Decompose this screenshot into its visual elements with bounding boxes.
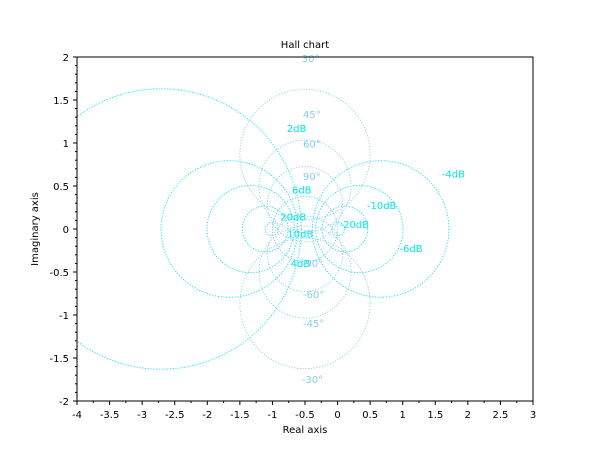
magnitude-curve <box>315 184 404 274</box>
phase-curve <box>271 195 339 263</box>
x-tick-label: 3 <box>530 410 536 421</box>
y-tick-label: -2 <box>59 397 69 408</box>
phase-label: -45° <box>303 319 324 330</box>
x-axis-title: Real axis <box>283 425 328 436</box>
y-tick-label: 1 <box>63 139 69 150</box>
magnitude-curve <box>160 160 299 298</box>
x-tick-label: 1 <box>400 410 406 421</box>
magnitude-label: 2dB <box>287 124 307 135</box>
magnitude-curve <box>331 221 346 237</box>
y-tick-label: 1.5 <box>53 96 69 107</box>
x-tick-label: -0.5 <box>295 410 315 421</box>
magnitude-curve <box>77 88 302 370</box>
phase-curve <box>266 215 344 292</box>
magnitude-label: -6dB <box>399 244 422 255</box>
x-axis: -4 -3.5 -3 -2.5 -2 -1.5 -1 -0.5 0 0.5 1 1.5 2 2.5 3 <box>72 401 536 421</box>
y-axis: -2 -1.5 -1 -0.5 0 0.5 1 1.5 2 <box>49 53 77 408</box>
y-tick-label: -1 <box>59 311 69 322</box>
phase-label: 45° <box>303 110 321 121</box>
chart-title: Hall chart <box>281 40 329 51</box>
x-tick-label: 1.5 <box>427 410 443 421</box>
x-tick-label: -3 <box>137 410 147 421</box>
magnitude-curve <box>311 160 450 298</box>
x-tick-label: -2.5 <box>165 410 185 421</box>
magnitude-label: 20dB <box>280 212 306 223</box>
x-tick-label: 2 <box>465 410 471 421</box>
magnitude-label: -10dB <box>367 201 397 212</box>
y-tick-label: -1.5 <box>49 354 69 365</box>
magnitude-curve <box>264 221 279 237</box>
x-tick-label: -2 <box>202 410 212 421</box>
magnitude-label: 10dB <box>287 230 313 241</box>
magnitude-label: 6dB <box>292 186 312 197</box>
phase-curve <box>239 88 371 221</box>
y-tick-label: -0.5 <box>49 268 69 279</box>
phase-label: 60° <box>303 139 321 150</box>
x-tick-label: -3.5 <box>100 410 120 421</box>
phase-label: -90° <box>302 259 323 270</box>
y-tick-label: 2 <box>63 53 69 64</box>
phase-label: -30° <box>302 375 323 386</box>
y-tick-label: 0.5 <box>53 182 69 193</box>
magnitude-label: -4dB <box>442 169 465 180</box>
curves-group <box>77 88 450 370</box>
x-tick-label: -1 <box>267 410 277 421</box>
x-tick-label: 0.5 <box>362 410 378 421</box>
phase-label: -60° <box>303 290 324 301</box>
magnitude-curve <box>206 184 295 274</box>
phase-curve <box>266 166 344 243</box>
curve-labels-group: 2dB -4dB 6dB -10dB 20dB -20dB 10dB -6dB 4dB 30° 45… <box>280 54 465 386</box>
phase-label: 30° <box>302 54 320 65</box>
magnitude-label: 4dB <box>291 259 311 270</box>
magnitude-label: -20dB <box>340 220 370 231</box>
y-tick-label: 0 <box>63 225 69 236</box>
phase-curve <box>258 225 352 319</box>
x-tick-label: 2.5 <box>492 410 508 421</box>
phase-curve <box>239 237 371 370</box>
phase-curve <box>258 139 352 233</box>
phase-label: 90° <box>303 172 321 183</box>
y-axis-title: Imaginary axis <box>30 192 41 266</box>
x-tick-label: -1.5 <box>230 410 250 421</box>
x-tick-label: -4 <box>72 410 82 421</box>
x-tick-label: 0 <box>334 410 340 421</box>
